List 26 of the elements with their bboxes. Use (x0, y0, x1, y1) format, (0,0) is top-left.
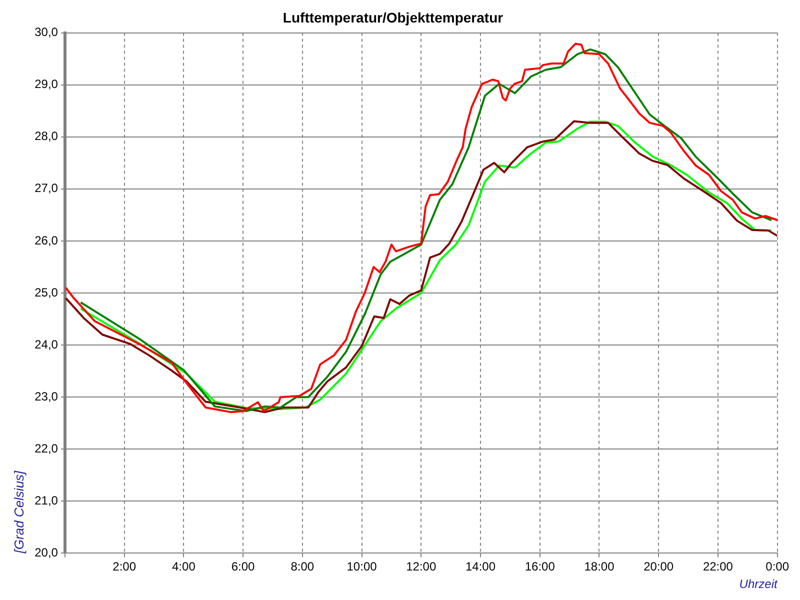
x-tick-label: 4:00 (172, 560, 196, 574)
x-tick-label: 10:00 (346, 560, 378, 574)
x-tick-label: 16:00 (524, 560, 556, 574)
y-tick-label: 20,0 (34, 546, 58, 560)
x-tick-label: 12:00 (406, 560, 436, 574)
x-tick-label: 18:00 (584, 560, 615, 574)
y-tick-label: 21,0 (34, 493, 58, 508)
x-tick-label: 2:00 (112, 560, 136, 574)
x-tick-label: 22:00 (702, 560, 734, 574)
y-tick-label: 26,0 (34, 233, 58, 248)
y-tick-label: 23,0 (34, 389, 58, 404)
x-tick-label: 20:00 (644, 560, 674, 574)
y-tick-label: 28,0 (34, 129, 58, 144)
y-tick-label: 24,0 (34, 337, 58, 352)
x-tick-label: 14:00 (465, 560, 496, 574)
y-tick-label: 27,0 (34, 181, 58, 196)
y-tick-label: 25,0 (34, 285, 58, 300)
x-axis-title: Uhrzeit (739, 577, 778, 592)
y-axis-title: [Grad Celsius] (11, 470, 26, 554)
x-tick-label: 0:00 (766, 560, 790, 574)
y-tick-label: 30,0 (34, 25, 58, 40)
y-tick-label: 29,0 (34, 77, 58, 92)
x-tick-label: 8:00 (290, 560, 314, 574)
chart-title: Lufttemperatur/Objekttemperatur (282, 9, 504, 26)
x-tick-label: 6:00 (231, 560, 256, 574)
y-tick-label: 22,0 (34, 441, 58, 456)
